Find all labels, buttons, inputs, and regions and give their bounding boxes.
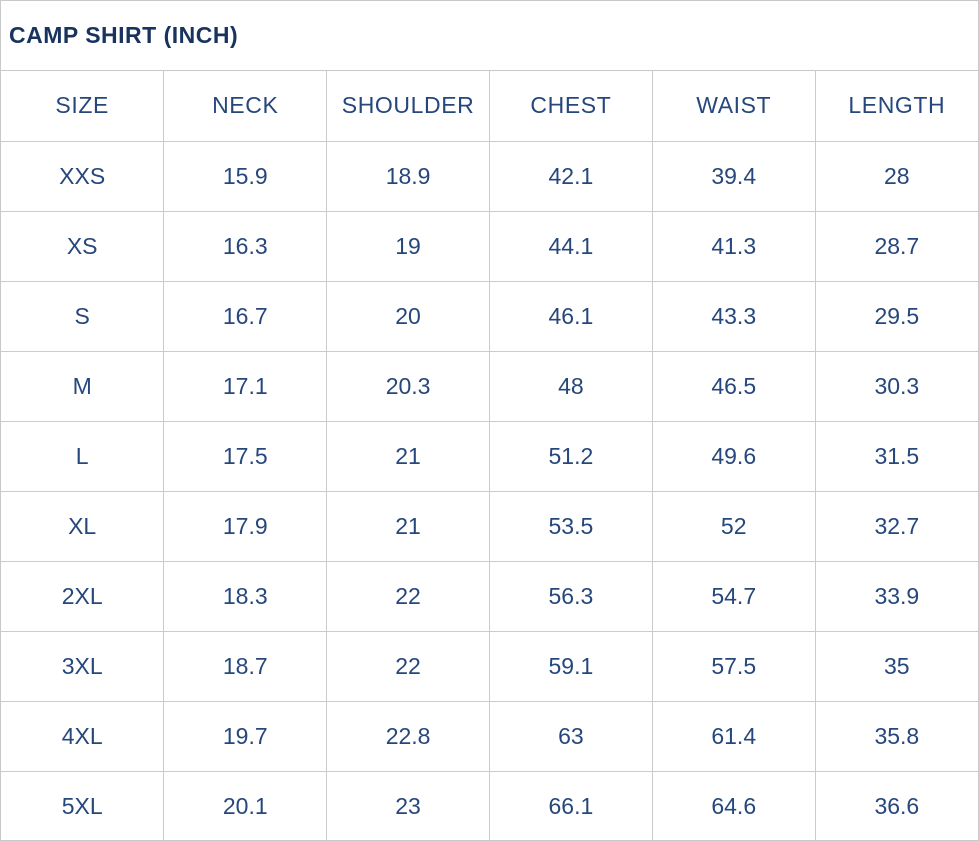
measurement-cell: 66.1	[488, 770, 653, 840]
measurement-cell: 64.6	[651, 770, 816, 840]
measurement-cell: 22.8	[326, 700, 490, 772]
measurement-cell: 17.9	[163, 490, 328, 562]
page-title: CAMP SHIRT (INCH)	[9, 22, 239, 48]
measurement-cell: 18.7	[163, 630, 328, 702]
measurement-cell: 23	[326, 770, 490, 840]
size-label-cell: 3XL	[1, 630, 165, 702]
measurement-cell: 21	[326, 490, 490, 562]
measurement-cell: 46.5	[651, 350, 816, 422]
table-row: 4XL 19.7 22.8 63 61.4 35.8	[1, 700, 978, 772]
measurement-cell: 15.9	[163, 140, 328, 212]
measurement-cell: 59.1	[488, 630, 653, 702]
table-row: XXS 15.9 18.9 42.1 39.4 28	[1, 140, 978, 212]
measurement-cell: 20.1	[163, 770, 328, 840]
measurement-cell: 43.3	[651, 280, 816, 352]
column-header-length: LENGTH	[814, 70, 978, 142]
measurement-cell: 36.6	[814, 770, 978, 840]
measurement-cell: 61.4	[651, 700, 816, 772]
measurement-cell: 18.9	[326, 140, 490, 212]
table-row: M 17.1 20.3 48 46.5 30.3	[1, 350, 978, 422]
measurement-cell: 21	[326, 420, 490, 492]
measurement-cell: 57.5	[651, 630, 816, 702]
measurement-cell: 19	[326, 210, 490, 282]
table-row: S 16.7 20 46.1 43.3 29.5	[1, 280, 978, 352]
measurement-cell: 17.5	[163, 420, 328, 492]
measurement-cell: 33.9	[814, 560, 978, 632]
size-label-cell: L	[1, 420, 165, 492]
size-label-cell: M	[1, 350, 165, 422]
measurement-cell: 22	[326, 630, 490, 702]
column-header-chest: CHEST	[488, 70, 653, 142]
table-row: 3XL 18.7 22 59.1 57.5 35	[1, 630, 978, 702]
column-header-shoulder: SHOULDER	[326, 70, 490, 142]
column-header-waist: WAIST	[651, 70, 816, 142]
measurement-cell: 28.7	[814, 210, 978, 282]
table-row: XS 16.3 19 44.1 41.3 28.7	[1, 210, 978, 282]
measurement-cell: 22	[326, 560, 490, 632]
measurement-cell: 16.7	[163, 280, 328, 352]
measurement-cell: 53.5	[488, 490, 653, 562]
measurement-cell: 32.7	[814, 490, 978, 562]
table-row: 5XL 20.1 23 66.1 64.6 36.6	[1, 770, 978, 840]
measurement-cell: 30.3	[814, 350, 978, 422]
column-header-neck: NECK	[163, 70, 328, 142]
measurement-cell: 49.6	[651, 420, 816, 492]
size-label-cell: 2XL	[1, 560, 165, 632]
measurement-cell: 31.5	[814, 420, 978, 492]
measurement-cell: 44.1	[488, 210, 653, 282]
size-label-cell: XL	[1, 490, 165, 562]
size-label-cell: S	[1, 280, 165, 352]
size-label-cell: XXS	[1, 140, 165, 212]
measurement-cell: 19.7	[163, 700, 328, 772]
column-header-size: SIZE	[1, 70, 165, 142]
measurement-cell: 42.1	[488, 140, 653, 212]
measurement-cell: 35	[814, 630, 978, 702]
size-label-cell: 4XL	[1, 700, 165, 772]
measurement-cell: 20.3	[326, 350, 490, 422]
header-row: SIZE NECK SHOULDER CHEST WAIST LENGTH	[1, 70, 978, 142]
measurement-cell: 17.1	[163, 350, 328, 422]
measurement-cell: 35.8	[814, 700, 978, 772]
size-label-cell: 5XL	[1, 770, 165, 840]
measurement-cell: 52	[651, 490, 816, 562]
measurement-cell: 39.4	[651, 140, 816, 212]
table-row: XL 17.9 21 53.5 52 32.7	[1, 490, 978, 562]
table-row: 2XL 18.3 22 56.3 54.7 33.9	[1, 560, 978, 632]
measurement-cell: 20	[326, 280, 490, 352]
measurement-cell: 48	[488, 350, 653, 422]
measurement-cell: 54.7	[651, 560, 816, 632]
measurement-cell: 16.3	[163, 210, 328, 282]
measurement-cell: 56.3	[488, 560, 653, 632]
measurement-cell: 28	[814, 140, 978, 212]
measurement-cell: 46.1	[488, 280, 653, 352]
measurement-cell: 63	[488, 700, 653, 772]
size-label-cell: XS	[1, 210, 165, 282]
measurement-cell: 29.5	[814, 280, 978, 352]
table-row: L 17.5 21 51.2 49.6 31.5	[1, 420, 978, 492]
chart-title-bar: CAMP SHIRT (INCH)	[1, 1, 978, 71]
measurement-cell: 18.3	[163, 560, 328, 632]
measurement-cell: 51.2	[488, 420, 653, 492]
size-table: SIZE NECK SHOULDER CHEST WAIST LENGTH XXS 15.9…	[1, 70, 978, 840]
measurement-cell: 41.3	[651, 210, 816, 282]
